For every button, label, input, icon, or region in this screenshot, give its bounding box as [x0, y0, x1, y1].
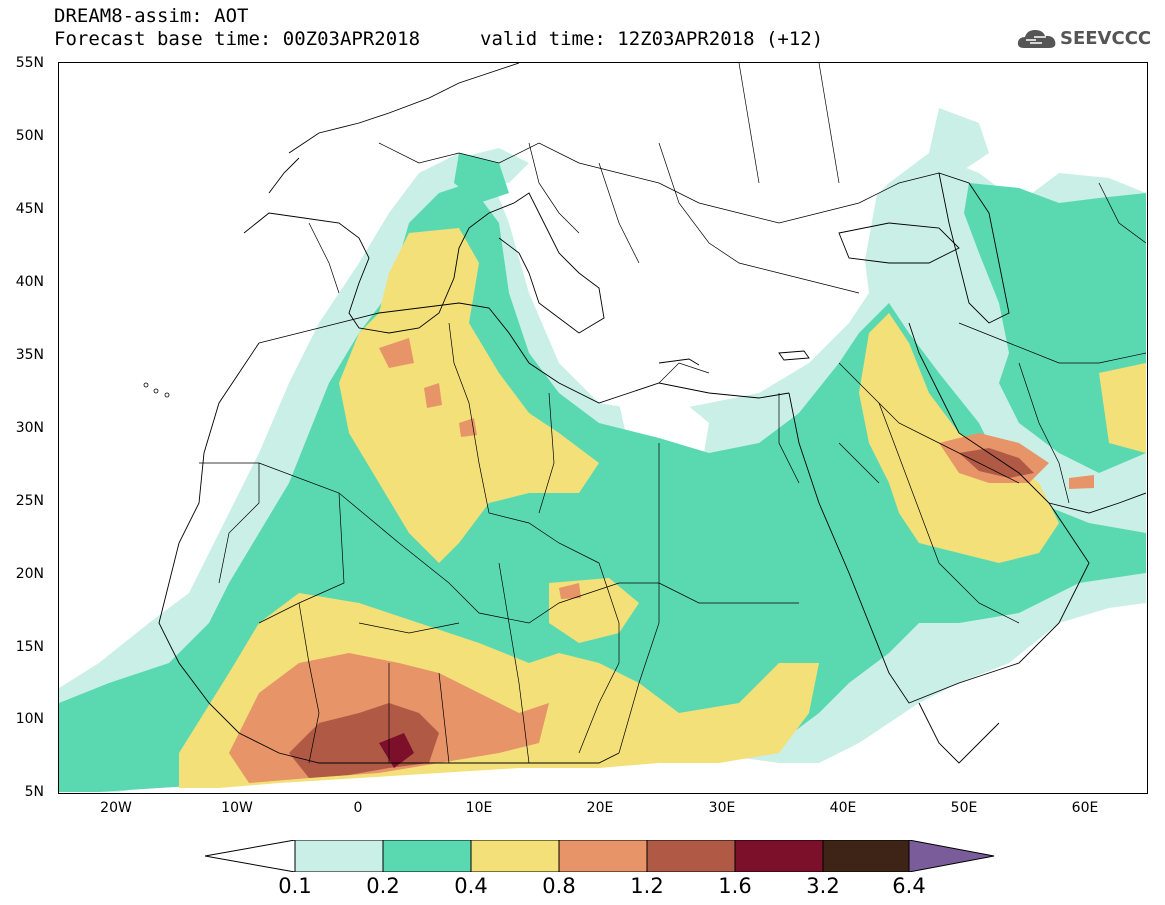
canary-islands: [143, 382, 170, 398]
valid-time: valid time: 12Z03APR2018 (+12): [480, 28, 824, 50]
country-borders: [199, 63, 1147, 764]
aot-zone-orange-algeria-1: [379, 338, 414, 368]
colorbar-segment: [294, 840, 384, 872]
lat-tick: 10N: [15, 711, 44, 727]
lat-tick: 55N: [15, 55, 44, 71]
lon-tick: 20E: [586, 800, 614, 816]
lon-tick: 10E: [465, 800, 493, 816]
colorbar-segment: [822, 840, 910, 872]
colorbar-label: 1.2: [630, 874, 664, 898]
colorbar-label: 0.1: [278, 874, 312, 898]
aot-zone-clear-5: [59, 63, 319, 533]
aot-zone-dark: [379, 733, 414, 768]
colorbar: [205, 840, 995, 872]
lon-tick: 10W: [221, 800, 253, 816]
aot-zone-orange-chad: [559, 583, 581, 599]
colorbar-segment: [734, 840, 824, 872]
lat-tick: 20N: [15, 566, 44, 582]
lat-tick: 35N: [15, 347, 44, 363]
aot-zone-yellow-iran: [1099, 363, 1146, 453]
colorbar-label: 0.8: [542, 874, 576, 898]
aot-zone-teal-north: [454, 153, 509, 203]
aot-zone-teal-caspian: [964, 183, 1146, 473]
colorbar-label: 1.6: [718, 874, 752, 898]
colorbar-segment: [382, 840, 472, 872]
lon-tick: 40E: [829, 800, 857, 816]
colorbar-segment-above: [908, 840, 995, 872]
title-line-1: DREAM8-assim: AOT: [54, 5, 249, 27]
lat-tick: 15N: [15, 639, 44, 655]
aot-shading: [59, 63, 1146, 792]
map-svg: [59, 63, 1147, 792]
lat-tick: 40N: [15, 274, 44, 290]
colorbar-segment: [558, 840, 648, 872]
seevccc-logo: SEEVCCC: [1016, 26, 1154, 52]
aot-map: [58, 62, 1148, 794]
lon-tick: 0: [353, 800, 363, 816]
colorbar-segment: [646, 840, 736, 872]
aot-zone-orange-iran: [1069, 475, 1094, 489]
lon-tick: 60E: [1071, 800, 1099, 816]
aot-zone-light-north: [929, 108, 989, 173]
lat-tick: 5N: [24, 784, 44, 800]
colorbar-segment: [470, 840, 560, 872]
lat-tick: 30N: [15, 420, 44, 436]
colorbar-label: 3.2: [806, 874, 840, 898]
lon-tick: 30E: [708, 800, 736, 816]
aot-zone-yellow-west: [339, 228, 599, 563]
colorbar-segment-below: [205, 840, 296, 872]
aot-zone-clear-3: [309, 63, 539, 153]
aot-zone-clear-4: [529, 63, 879, 383]
lat-tick: 50N: [15, 128, 44, 144]
lon-tick: 50E: [950, 800, 978, 816]
lat-tick: 45N: [15, 201, 44, 217]
title-line-2: Forecast base time: 00Z03APR2018: [54, 28, 421, 50]
colorbar-label: 6.4: [892, 874, 926, 898]
lat-tick: 25N: [15, 493, 44, 509]
coastlines: [158, 63, 1147, 764]
aot-zone-orange-algeria-2: [424, 383, 442, 408]
logo-text: SEEVCCC: [1060, 28, 1152, 49]
colorbar-label: 0.2: [366, 874, 400, 898]
colorbar-label: 0.4: [454, 874, 488, 898]
cloud-logo-icon: [1017, 30, 1056, 48]
lon-tick: 20W: [100, 800, 132, 816]
